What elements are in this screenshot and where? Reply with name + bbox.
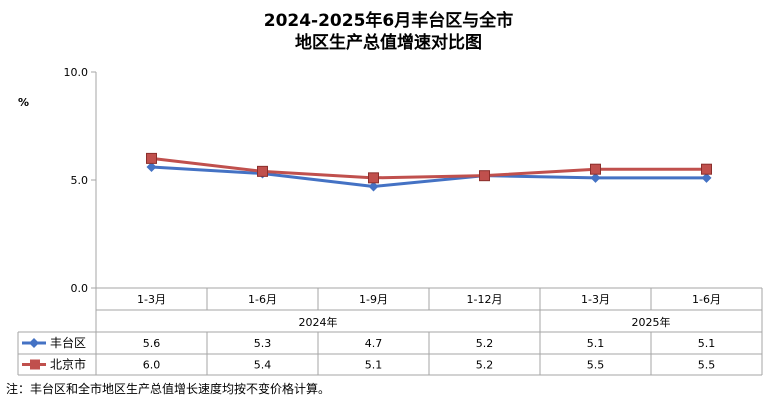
data-value-label: 6.0 [143,359,161,372]
data-value-label: 5.1 [698,337,716,350]
footnote: 注：丰台区和全市地区生产总值增长速度均按不变价格计算。 [6,382,331,396]
data-value-label: 5.5 [698,359,716,372]
x-tick-label: 1-3月 [581,293,610,306]
data-value-label: 5.2 [476,337,494,350]
y-axis-label: % [18,96,29,109]
x-tick-label: 1-6月 [692,293,721,306]
y-tick-label: 5.0 [71,174,89,187]
data-point [146,162,157,173]
legend-label: 北京市 [50,357,86,372]
year-label: 2025年 [632,315,671,329]
legend-label: 丰台区 [50,335,86,350]
y-tick-label: 10.0 [64,66,89,79]
chart-title: 2024-2025年6月丰台区与全市 [263,11,514,31]
legend-marker [29,338,39,348]
series-line-2 [151,156,707,180]
data-value-label: 5.6 [143,337,161,350]
data-point [257,165,268,177]
chart-subtitle: 地区生产总值增速对比图 [295,33,482,53]
y-tick-label: 0.0 [71,282,89,295]
data-point [701,172,712,183]
data-value-label: 5.4 [254,359,272,372]
data-point [479,170,490,182]
x-tick-label: 1-12月 [467,293,503,306]
data-value-label: 5.5 [587,359,605,372]
data-point [146,152,157,164]
data-value-label: 5.3 [254,337,272,350]
year-label: 2024年 [299,315,338,329]
data-point [590,172,601,183]
data-value-label: 5.1 [587,337,605,350]
x-tick-label: 1-9月 [359,293,388,306]
data-value-label: 4.7 [365,337,383,350]
x-tick-label: 1-6月 [248,293,277,306]
x-tick-label: 1-3月 [137,293,166,306]
data-value-label: 5.2 [476,359,494,372]
data-value-label: 5.1 [365,359,383,372]
data-point [590,163,601,175]
data-point [701,163,712,175]
series-line-1 [151,165,707,188]
legend-marker [30,359,40,370]
data-point [368,172,379,184]
data-point [368,181,379,192]
